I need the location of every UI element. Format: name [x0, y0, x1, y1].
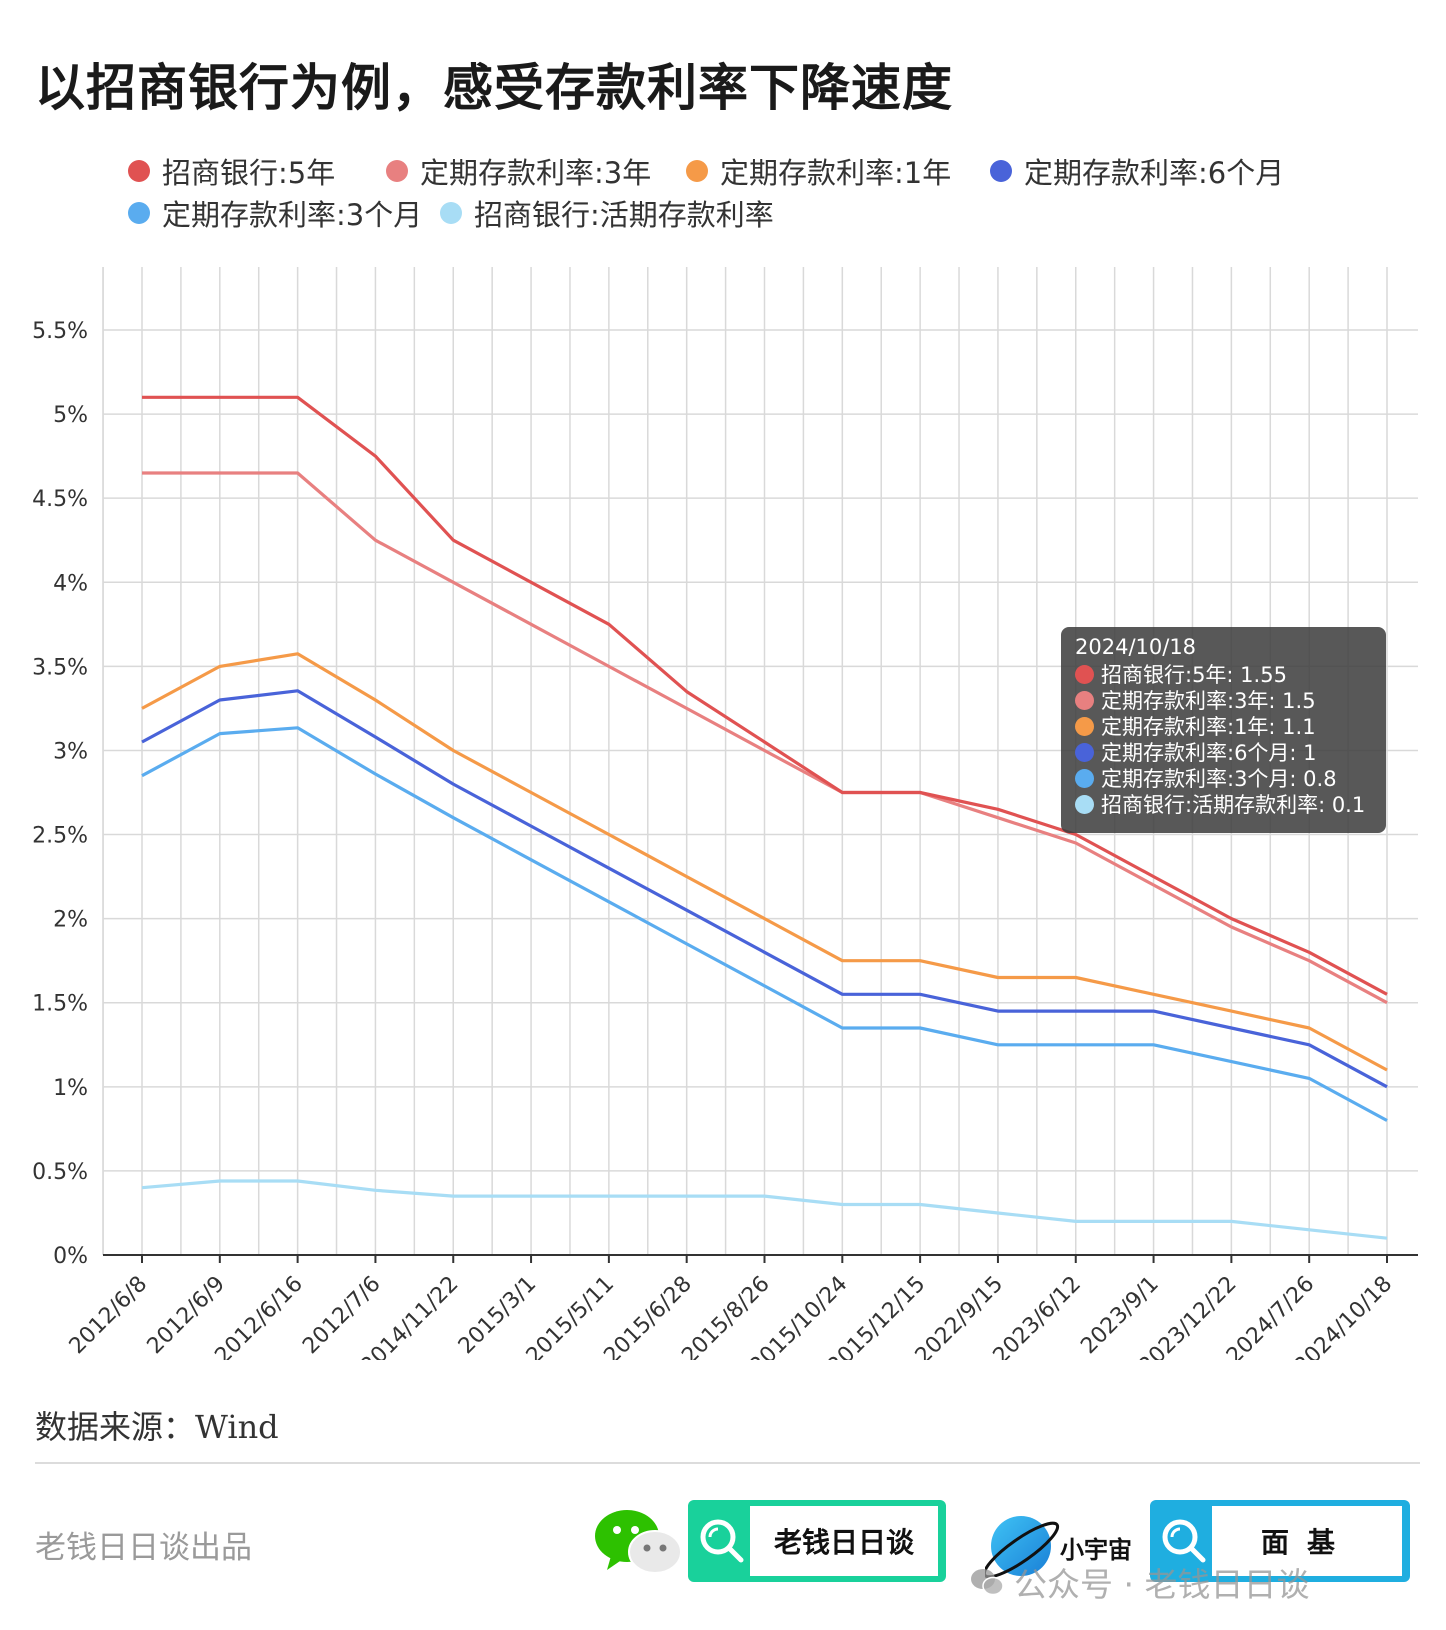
tooltip-row: 定期存款利率:1年: 1.1 — [1075, 713, 1372, 739]
legend-item[interactable]: 招商银行:活期存款利率 — [440, 192, 774, 234]
tooltip-row: 定期存款利率:3年: 1.5 — [1075, 687, 1372, 713]
tooltip-marker — [1075, 690, 1094, 710]
data-tooltip: 2024/10/18 招商银行:5年: 1.55 定期存款利率:3年: 1.5 定期… — [1061, 627, 1386, 833]
divider — [35, 1462, 1420, 1464]
y-tick-label: 3.5% — [32, 655, 88, 680]
legend-marker — [128, 202, 150, 224]
legend-label: 定期存款利率:3个月 — [162, 198, 423, 232]
legend-marker — [686, 160, 708, 182]
legend-item[interactable]: 定期存款利率:3年 — [386, 150, 651, 192]
y-tick-label: 4.5% — [32, 487, 88, 512]
tooltip-date: 2024/10/18 — [1075, 635, 1197, 659]
legend-marker — [128, 160, 150, 182]
legend-label: 定期存款利率:3年 — [420, 156, 652, 190]
legend-label: 定期存款利率:1年 — [720, 156, 952, 190]
watermark: 公众号 · 老钱日日谈 — [970, 1558, 1309, 1606]
line-chart: 0% 0.5% 1% 1.5% 2% 2.5% 3% 3.5% 4% 4.5% 5% 5.5% 2012… — [32, 267, 1418, 1360]
series-line — [142, 471, 1388, 1005]
tooltip-marker — [1075, 794, 1094, 814]
tooltip-row: 定期存款利率:6个月: 1 — [1075, 739, 1372, 765]
y-tick-label: 3% — [53, 739, 88, 764]
y-tick-label: 2.5% — [32, 824, 88, 849]
tooltip-value: 定期存款利率:6个月: 1 — [1101, 741, 1317, 765]
tooltip-row: 招商银行:5年: 1.55 — [1075, 661, 1372, 687]
search-icon — [1162, 1519, 1206, 1563]
legend-item[interactable]: 定期存款利率:1年 — [686, 150, 951, 192]
tooltip-value: 定期存款利率:3个月: 0.8 — [1101, 767, 1337, 791]
search-label-mianji: 面基 — [1212, 1506, 1402, 1576]
series-line — [141, 652, 1388, 1072]
legend-item[interactable]: 招商银行:5年 — [128, 150, 335, 192]
y-tick-label: 5.5% — [32, 319, 88, 344]
tooltip-marker — [1075, 742, 1094, 762]
tooltip-marker — [1075, 664, 1094, 684]
tooltip-marker — [1075, 768, 1094, 788]
y-tick-label: 0.5% — [32, 1160, 88, 1185]
search-box-laoqian[interactable]: 老钱日日谈 — [688, 1500, 946, 1582]
tooltip-value: 定期存款利率:3年: 1.5 — [1101, 689, 1316, 713]
y-tick-label: 0% — [53, 1244, 88, 1269]
y-tick-label: 5% — [53, 403, 88, 428]
x-tick-label: 2012/6/8 — [65, 1272, 153, 1360]
series-line — [141, 689, 1388, 1089]
y-tick-label: 4% — [53, 571, 88, 596]
legend-label: 招商银行:活期存款利率 — [474, 198, 774, 232]
series-line — [141, 726, 1388, 1122]
tooltip-row: 定期存款利率:3个月: 0.8 — [1075, 765, 1372, 791]
tooltip-value: 招商银行:活期存款利率: 0.1 — [1101, 793, 1366, 817]
tooltip-value: 定期存款利率:1年: 1.1 — [1101, 715, 1316, 739]
search-label-laoqian: 老钱日日谈 — [750, 1506, 938, 1576]
tooltip-row: 招商银行:活期存款利率: 0.1 — [1075, 791, 1372, 817]
chart-title: 以招商银行为例，感受存款利率下降速度 — [35, 59, 953, 117]
tooltip-marker — [1075, 716, 1094, 736]
search-icon — [700, 1519, 744, 1563]
tooltip-value: 招商银行:5年: 1.55 — [1101, 663, 1287, 687]
wechat-icon — [595, 1510, 682, 1574]
brand-xiaoyuzhou: 小宇宙 — [1060, 1536, 1132, 1564]
legend-label: 定期存款利率:6个月 — [1024, 156, 1285, 190]
data-source: 数据来源：Wind — [35, 1408, 279, 1446]
legend-item[interactable]: 定期存款利率:3个月 — [128, 192, 422, 234]
producer-credit: 老钱日日谈出品 — [35, 1530, 252, 1566]
legend-marker — [990, 160, 1012, 182]
series-line — [141, 1179, 1388, 1240]
wechat-watermark-icon — [971, 1569, 1004, 1596]
y-tick-label: 1% — [53, 1076, 88, 1101]
series-line — [142, 395, 1388, 996]
y-tick-label: 1.5% — [32, 992, 88, 1017]
legend-marker — [440, 202, 462, 224]
legend-marker — [386, 160, 408, 182]
legend-label: 招商银行:5年 — [162, 156, 336, 190]
planet-icon — [985, 1516, 1060, 1579]
y-tick-label: 2% — [53, 908, 88, 933]
search-box-mianji[interactable]: 面基 — [1150, 1500, 1410, 1582]
legend-item[interactable]: 定期存款利率:6个月 — [990, 150, 1284, 192]
watermark-text: 公众号 · 老钱日日谈 — [1014, 1565, 1310, 1604]
